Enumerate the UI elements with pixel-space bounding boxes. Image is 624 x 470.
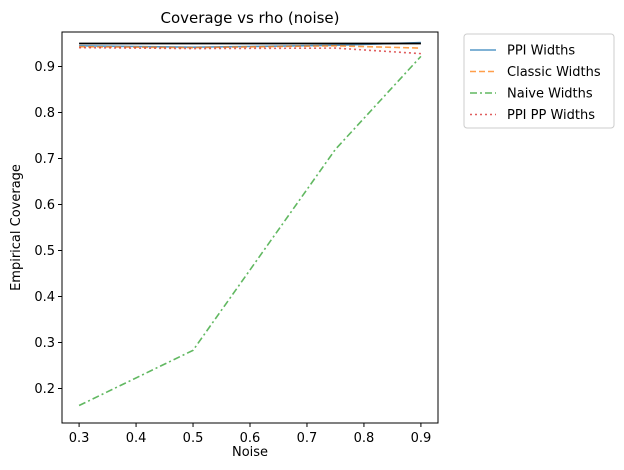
y-tick-label: 0.3 [34,336,55,351]
y-tick-label: 0.2 [34,382,55,397]
x-tick-label: 0.5 [183,431,204,446]
y-axis-label: Empirical Coverage [9,164,24,291]
x-tick-label: 0.9 [411,431,432,446]
series-line [78,55,422,407]
y-tick-label: 0.8 [34,106,55,121]
legend: PPI Widths Classic Widths Naive Widths PPI … [463,33,615,129]
legend-label: PPI PP Widths [507,108,595,123]
x-tick-label: 0.3 [69,431,90,446]
x-axis: 0.3 0.4 0.5 0.6 0.7 0.8 0.9 [69,423,432,446]
legend-label: PPI Widths [507,44,575,59]
y-tick-label: 0.6 [34,198,55,213]
series-line [79,44,421,49]
y-tick-label: 0.7 [34,152,55,167]
plot-area [78,41,422,407]
x-tick-label: 0.8 [354,431,375,446]
series-line [79,46,421,55]
y-tick-label: 0.9 [34,60,55,75]
x-axis-label: Noise [232,445,268,460]
y-tick-label: 0.5 [34,244,55,259]
legend-label: Naive Widths [507,87,593,102]
y-tick-label: 0.4 [34,290,55,305]
legend-label: Classic Widths [507,65,601,80]
x-tick-label: 0.6 [240,431,261,446]
plot-frame [61,31,439,424]
legend-frame [463,33,615,129]
chart-title: Coverage vs rho (noise) [160,9,339,27]
y-axis: 0.2 0.3 0.4 0.5 0.6 0.7 0.8 0.9 [34,60,62,397]
x-tick-label: 0.7 [297,431,318,446]
x-tick-label: 0.4 [126,431,147,446]
